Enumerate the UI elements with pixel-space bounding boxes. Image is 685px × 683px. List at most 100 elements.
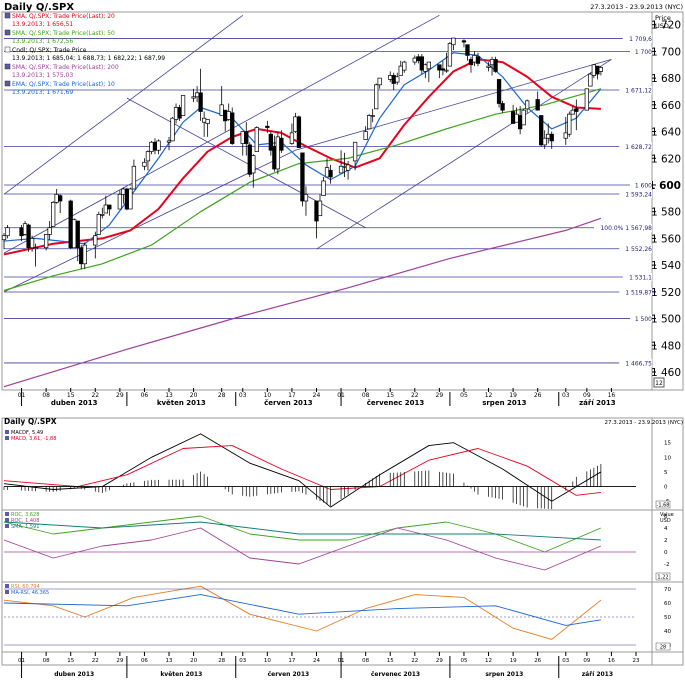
legend-title: Cndl; Q/.SPX; Trade Price xyxy=(12,47,87,54)
roc-last-label: 1,22 xyxy=(657,575,668,581)
candle-up xyxy=(142,161,147,167)
x2-tick-label: 23 xyxy=(633,658,640,664)
candle-up xyxy=(363,131,368,140)
legend-values: 13.9.2013; 1 685,04; 1 688,73; 1 682,22;… xyxy=(12,55,165,62)
sma200-line xyxy=(3,217,602,388)
x2-tick-label: 13 xyxy=(166,658,173,664)
level-label-bg xyxy=(619,190,652,199)
x2-tick-label: 16 xyxy=(608,658,615,664)
rsi-last-box xyxy=(655,642,671,651)
x-tick-label: 12 xyxy=(485,392,493,399)
candle-up xyxy=(525,100,530,110)
candle-down xyxy=(500,103,505,111)
x2-tick-label: 05 xyxy=(460,658,467,664)
trend-line xyxy=(316,59,612,250)
macd-legend: MACD, 3,61, -1,88 xyxy=(11,436,56,442)
candle-up xyxy=(584,88,589,111)
candle-up xyxy=(173,107,179,120)
price-tick-label: 1 520 xyxy=(651,287,681,299)
candle-up xyxy=(145,151,151,162)
date-range: 27.3.2013 - 23.9.2013 (NYC) xyxy=(590,3,683,11)
candle-up xyxy=(352,141,358,162)
legend-marker xyxy=(4,80,11,87)
x2-tick-label: 17 xyxy=(288,658,295,664)
month2-label: červen 2013 xyxy=(268,671,310,678)
macd-legend: MACDF, 5,49 xyxy=(11,430,43,436)
month-label: srpen 2013 xyxy=(482,399,526,407)
rsi-tick-label: 70 xyxy=(664,587,671,593)
trend-line xyxy=(126,97,366,229)
candle-up xyxy=(43,234,49,249)
level-label: 1 700 xyxy=(635,49,652,56)
macd-tick-label: 5 xyxy=(664,470,668,476)
candle-up xyxy=(321,180,326,197)
candle-down xyxy=(549,133,554,142)
candle-up xyxy=(342,165,347,168)
x2-tick-label: 19 xyxy=(510,658,517,664)
candle-down xyxy=(296,116,302,148)
candle-up xyxy=(514,113,519,123)
level-label: 1 593,24 xyxy=(625,192,652,199)
roc-tick-label: 6 xyxy=(664,514,668,520)
candle-up xyxy=(293,116,298,132)
candle-up xyxy=(156,140,161,151)
level-label: 1 466,75 xyxy=(625,360,652,367)
roc-last-box xyxy=(655,572,671,581)
candle-down xyxy=(493,59,498,72)
candle-down xyxy=(107,204,112,210)
candle-up xyxy=(22,223,28,235)
candle-up xyxy=(542,137,547,146)
roc-axis-unit: USD xyxy=(660,518,671,524)
level-label: 1 519,87 xyxy=(625,290,652,297)
price-tick-label: 1 500 xyxy=(651,314,681,326)
legend-marker xyxy=(4,46,11,53)
candle-down xyxy=(75,220,80,249)
candle-up xyxy=(201,117,207,123)
x2-tick-label: 08 xyxy=(362,658,369,664)
candle-up xyxy=(121,188,126,195)
roc-legend: ROC, 3,628 xyxy=(11,512,39,518)
candle-up xyxy=(100,214,105,216)
x-tick-label: 15 xyxy=(67,392,75,399)
level-label-bg xyxy=(619,288,652,297)
trend-line xyxy=(3,15,243,195)
candle-up xyxy=(205,119,210,124)
chart-title: Daily Q/.SPX xyxy=(4,2,74,13)
roc-line xyxy=(3,527,602,571)
candle-down xyxy=(328,169,333,178)
candle-down xyxy=(152,141,158,151)
legend-marker xyxy=(4,29,11,36)
candle-down xyxy=(177,107,182,119)
price-tick-label: 1 560 xyxy=(651,233,681,245)
candle-down xyxy=(314,200,319,222)
candle-up xyxy=(240,131,245,144)
roc-legend: SMA, 1,591 xyxy=(11,524,39,530)
level-label-bg xyxy=(594,223,652,232)
rsi-legend: RSI, 60,794 xyxy=(11,584,40,590)
x-tick-label: 08 xyxy=(42,392,50,399)
x-tick-label: 20 xyxy=(190,392,198,399)
legend-title: SMA; Q/.SPX; Trade Price(Last); 20 xyxy=(12,13,115,20)
legend-title: EMA; Q/.SPX; Trade Price(Last); 10 xyxy=(12,81,115,88)
macd-tick-label: 15 xyxy=(664,441,671,447)
candle-up xyxy=(546,133,551,139)
x2-tick-label: 10 xyxy=(264,658,271,664)
indicator-axis-frame xyxy=(651,417,684,666)
x-tick-label: 13 xyxy=(165,392,173,399)
month2-label: září 2013 xyxy=(582,671,613,678)
x2-tick-label: 15 xyxy=(67,658,74,664)
candle-down xyxy=(539,115,544,146)
candle-down xyxy=(272,145,277,170)
candle-down xyxy=(391,75,396,84)
level-label: 1 531,1 xyxy=(629,275,652,282)
candle-up xyxy=(275,136,281,170)
candle-up xyxy=(412,57,417,63)
level-label: 1 628,72 xyxy=(625,144,652,151)
x2-tick-label: 03 xyxy=(239,658,246,664)
candle-up xyxy=(254,127,259,152)
x-tick-label: 28 xyxy=(218,392,226,399)
candle-up xyxy=(191,96,196,99)
level-label: 1 600 xyxy=(635,182,652,189)
candle-down xyxy=(124,188,130,210)
month2-label: srpen 2013 xyxy=(485,671,523,678)
